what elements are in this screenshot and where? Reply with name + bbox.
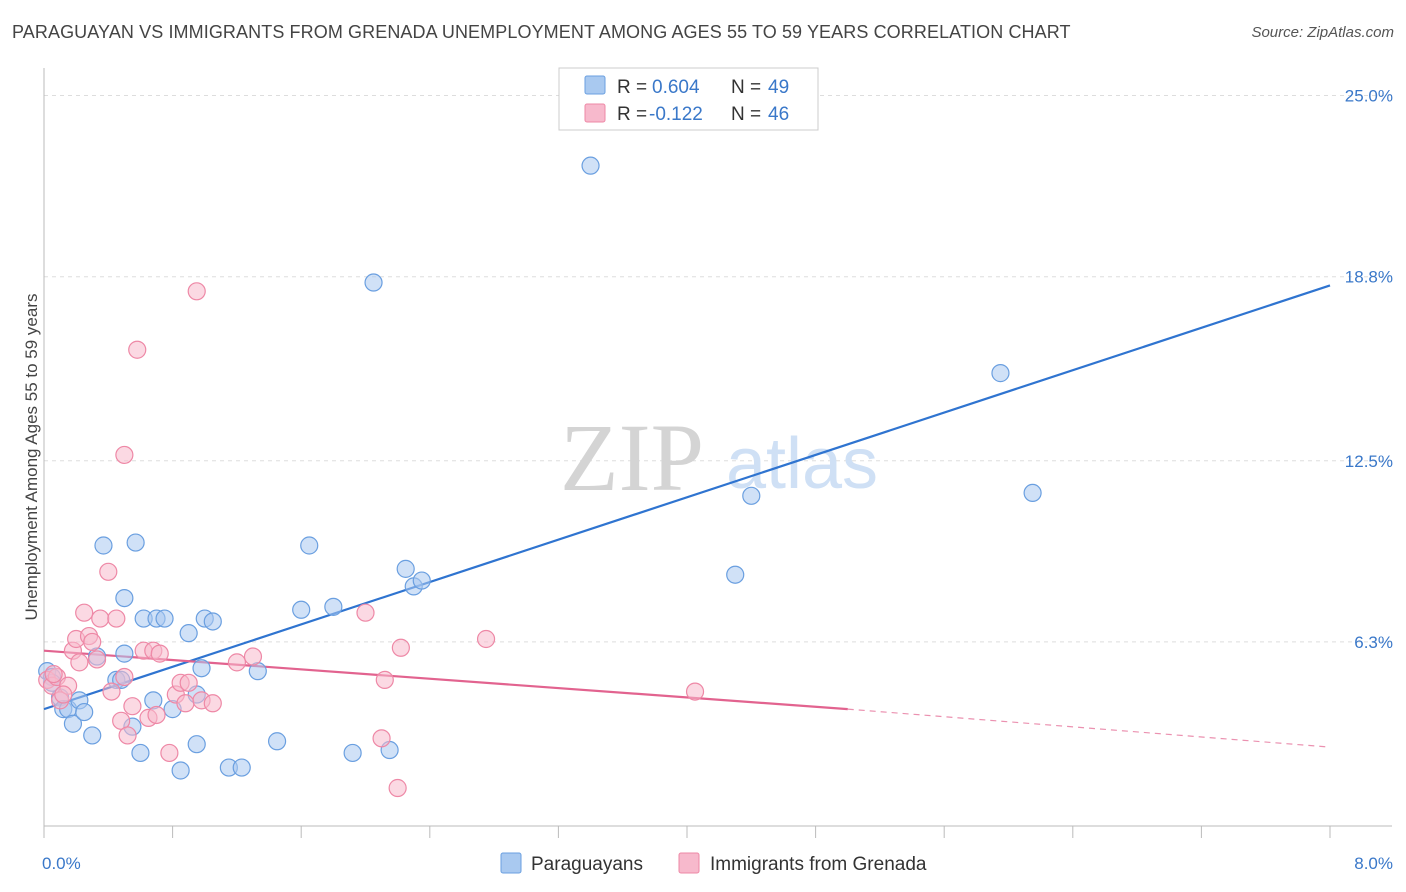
bottom-legend-swatch-blue xyxy=(500,852,522,874)
top-legend-n-label-1: N = xyxy=(731,77,761,98)
point-paraguayan-36 xyxy=(343,743,362,763)
top-legend-r-value-1: 0.604 xyxy=(652,77,700,98)
point-paraguayan-8 xyxy=(75,702,94,722)
trend-line-paraguayan xyxy=(43,284,1331,711)
point-grenada-17 xyxy=(115,667,134,687)
point-grenada-40 xyxy=(388,778,407,798)
point-paraguayan-24 xyxy=(179,624,198,643)
watermark: ZIP atlas xyxy=(560,404,878,511)
point-paraguayan-21 xyxy=(155,609,174,628)
point-grenada-44 xyxy=(44,664,63,684)
top-legend: R = 0.604 N = 49 R = -0.122 N = 46 xyxy=(558,67,819,131)
point-paraguayan-28 xyxy=(203,612,222,631)
point-paraguayan-6 xyxy=(63,714,83,733)
x-tick-label-1: 8.0% xyxy=(1354,854,1393,873)
tick-labels: 6.3% 12.5% 18.8% 25.0% 0.0% 8.0% xyxy=(42,87,1393,873)
data-points xyxy=(38,156,1042,798)
point-grenada-26 xyxy=(150,644,169,663)
point-grenada-14 xyxy=(102,682,121,701)
point-grenada-21 xyxy=(128,340,147,359)
point-paraguayan-46 xyxy=(1023,483,1042,503)
point-grenada-41 xyxy=(391,638,410,657)
point-grenada-27 xyxy=(160,743,179,763)
y-tick-label-1: 12.5% xyxy=(1345,452,1393,471)
point-paraguayan-23 xyxy=(171,761,190,780)
y-tick-label-2: 18.8% xyxy=(1345,268,1393,287)
point-paraguayan-16 xyxy=(126,533,145,552)
y-tick-label-0: 6.3% xyxy=(1354,633,1393,652)
point-paraguayan-37 xyxy=(364,273,383,292)
point-grenada-8 xyxy=(75,603,94,622)
top-legend-r-value-2: -0.122 xyxy=(649,104,703,125)
point-paraguayan-34 xyxy=(300,536,319,555)
point-grenada-30 xyxy=(176,694,195,713)
point-paraguayan-39 xyxy=(396,559,415,578)
top-legend-r-label-1: R = xyxy=(617,77,647,98)
bottom-legend-swatch-pink xyxy=(678,852,700,874)
top-legend-r-label-2: R = xyxy=(617,104,647,125)
point-paraguayan-35 xyxy=(324,597,343,616)
point-paraguayan-45 xyxy=(991,364,1010,383)
x-tick-label-0: 0.0% xyxy=(42,854,81,873)
point-paraguayan-25 xyxy=(187,735,206,754)
point-paraguayan-43 xyxy=(726,565,745,584)
point-grenada-38 xyxy=(372,729,391,748)
bottom-legend: Paraguayans Immigrants from Grenada xyxy=(500,852,927,875)
point-grenada-12 xyxy=(91,609,110,628)
point-grenada-32 xyxy=(187,282,206,301)
point-paraguayan-33 xyxy=(292,600,311,619)
point-paraguayan-9 xyxy=(83,726,102,745)
point-paraguayan-32 xyxy=(267,732,287,751)
top-legend-n-label-2: N = xyxy=(731,104,761,125)
trend-line-grenada xyxy=(43,649,848,711)
point-grenada-35 xyxy=(227,653,246,672)
gridlines xyxy=(44,95,1392,643)
point-paraguayan-44 xyxy=(742,486,761,505)
top-legend-swatch-blue xyxy=(584,75,606,95)
point-paraguayan-14 xyxy=(115,588,134,608)
point-grenada-25 xyxy=(147,705,166,725)
point-grenada-37 xyxy=(356,603,375,622)
point-paraguayan-13 xyxy=(115,644,134,663)
point-grenada-42 xyxy=(476,629,496,649)
point-grenada-15 xyxy=(107,609,126,628)
point-grenada-36 xyxy=(243,647,263,666)
point-grenada-31 xyxy=(179,673,198,692)
point-grenada-20 xyxy=(123,697,142,716)
top-legend-n-value-1: 49 xyxy=(768,77,789,98)
point-grenada-10 xyxy=(83,632,102,652)
point-paraguayan-17 xyxy=(131,743,150,763)
point-paraguayan-11 xyxy=(94,536,113,555)
point-grenada-19 xyxy=(118,726,137,745)
point-grenada-11 xyxy=(87,650,107,669)
top-legend-swatch-pink xyxy=(584,103,606,123)
chart-title: PARAGUAYAN VS IMMIGRANTS FROM GRENADA UN… xyxy=(12,22,1071,42)
y-tick-label-3: 25.0% xyxy=(1345,87,1393,106)
trend-lines xyxy=(43,284,1331,748)
point-paraguayan-26 xyxy=(192,659,211,678)
watermark-zip: ZIP xyxy=(560,404,704,511)
point-paraguayan-30 xyxy=(232,758,251,777)
point-grenada-13 xyxy=(99,562,118,581)
point-grenada-34 xyxy=(203,694,222,713)
point-grenada-39 xyxy=(375,670,394,690)
point-paraguayan-42 xyxy=(581,156,600,175)
point-grenada-7 xyxy=(70,653,89,672)
trend-line-grenada-extension xyxy=(847,708,1331,748)
top-legend-n-value-2: 46 xyxy=(768,104,789,125)
axes xyxy=(43,68,1392,838)
point-paraguayan-41 xyxy=(412,571,431,590)
y-axis-title: Unemployment Among Ages 55 to 59 years xyxy=(22,294,41,621)
point-grenada-43 xyxy=(685,682,705,701)
point-grenada-45 xyxy=(54,685,73,704)
bottom-legend-label-1: Paraguayans xyxy=(531,854,643,875)
point-grenada-18 xyxy=(115,445,134,465)
bottom-legend-label-2: Immigrants from Grenada xyxy=(710,854,927,875)
chart-source: Source: ZipAtlas.com xyxy=(1251,24,1394,41)
